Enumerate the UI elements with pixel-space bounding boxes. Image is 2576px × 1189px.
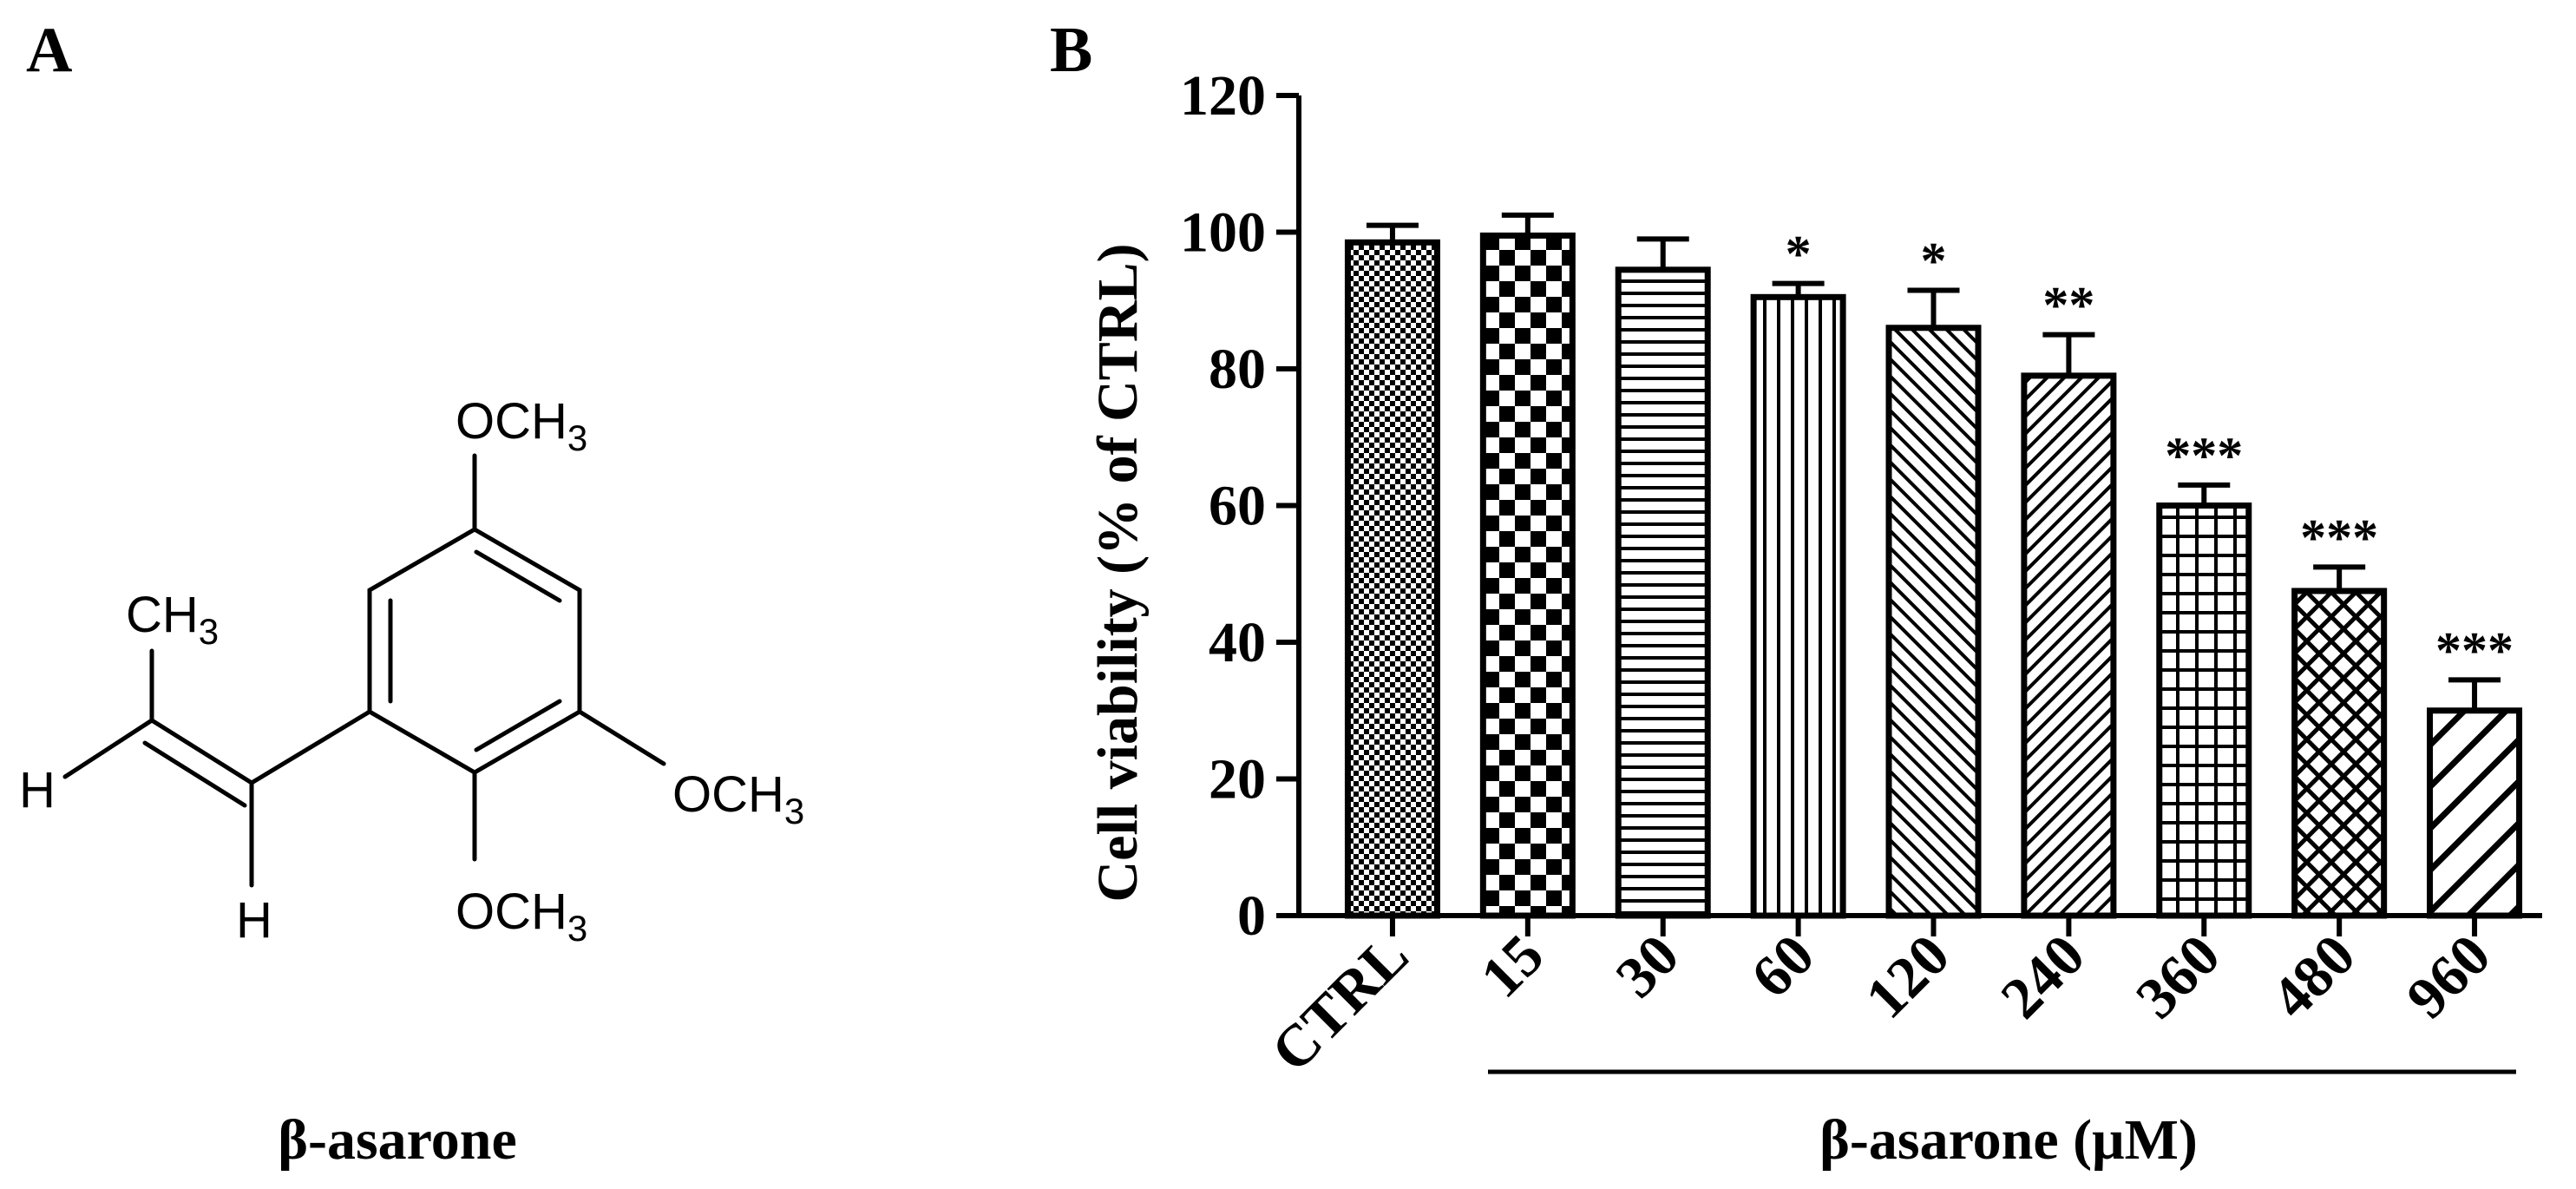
bond-c-c-double-1: [149, 718, 254, 785]
y-tick-label: 120: [1180, 64, 1266, 128]
bar: [1750, 293, 1846, 919]
bar-group: [1344, 222, 1440, 919]
bar: [1344, 239, 1440, 919]
significance-label: ***: [2165, 427, 2243, 484]
bars: * ************: [1344, 212, 2523, 919]
bar: [2021, 372, 2117, 919]
x-tick-label: 120: [1852, 922, 1962, 1031]
bar: [1479, 232, 1576, 919]
y-tick-label: 0: [1237, 884, 1266, 948]
bar: [2291, 588, 2388, 919]
bond-h-left: [62, 718, 154, 779]
x-tick-label: 960: [2394, 922, 2503, 1031]
panel-a-letter: A: [26, 15, 72, 86]
bond-c-c-double-2: [142, 740, 247, 808]
x-tick-label: 360: [2123, 922, 2232, 1031]
bar: [1615, 266, 1711, 919]
bond-right-och3: [577, 709, 666, 766]
bar-group: ***: [2156, 427, 2252, 919]
panel-b: B Cell viability (% of CTRL) 0 20 40 60 80 10…: [1050, 15, 2542, 1172]
bond-vinyl: [249, 709, 372, 785]
x-tick-label: 30: [1603, 922, 1692, 1010]
bar-group: *: [1750, 226, 1846, 919]
label-och3-bottom: OCH3: [456, 884, 587, 949]
bar: [2156, 503, 2252, 919]
label-h-bottom: H: [236, 892, 272, 949]
panel-a: A OCH3 OCH3 OCH3 CH3 H H: [19, 15, 804, 1172]
y-tick-label: 80: [1209, 338, 1266, 401]
bar-group: [1615, 236, 1711, 919]
y-tick-label: 100: [1180, 201, 1266, 265]
beta-asarone-structure: OCH3 OCH3 OCH3 CH3 H H: [19, 393, 804, 949]
significance-label: ***: [2435, 621, 2514, 679]
bar-group: [1479, 212, 1576, 919]
y-tick-label: 40: [1209, 611, 1266, 674]
bar-group: *: [1885, 232, 1982, 919]
ring-double-bond-1: [474, 549, 562, 603]
significance-label: *: [1921, 232, 1947, 289]
x-tick-label: 480: [2258, 922, 2368, 1031]
x-axis: CTRL 15 30 60 120 240 360 480 960: [1258, 913, 2542, 1084]
x-tick-label: 15: [1468, 922, 1557, 1010]
ring-double-bond-2: [474, 699, 562, 752]
panel-b-letter: B: [1050, 15, 1092, 86]
label-methyl: CH3: [126, 587, 219, 652]
ring-bonds: [367, 527, 582, 775]
y-axis: 0 20 40 60 80 100 120: [1180, 64, 1301, 948]
y-tick-label: 20: [1209, 748, 1266, 811]
significance-label: *: [1786, 226, 1812, 283]
y-axis-title: Cell viability (% of CTRL): [1086, 244, 1150, 903]
significance-label: ***: [2300, 509, 2378, 566]
label-och3-right: OCH3: [672, 766, 804, 831]
label-och3-top: OCH3: [456, 393, 587, 458]
x-axis-title: β-asarone (μM): [1819, 1108, 2198, 1172]
bar-group: ***: [2427, 621, 2523, 919]
x-tick-label: 60: [1738, 922, 1826, 1010]
x-tick-label: CTRL: [1258, 922, 1420, 1084]
significance-label: **: [2042, 277, 2094, 334]
bar-group: ***: [2291, 509, 2388, 919]
bar: [2427, 707, 2523, 919]
label-h-left: H: [19, 762, 56, 818]
bar-group: **: [2021, 277, 2117, 919]
compound-name: β-asarone: [278, 1108, 517, 1172]
bar-chart: Cell viability (% of CTRL) 0 20 40 60 80 100 1…: [1086, 64, 2542, 1172]
x-tick-label: 240: [1988, 922, 2097, 1031]
y-tick-label: 60: [1209, 475, 1266, 538]
bar: [1885, 325, 1982, 919]
